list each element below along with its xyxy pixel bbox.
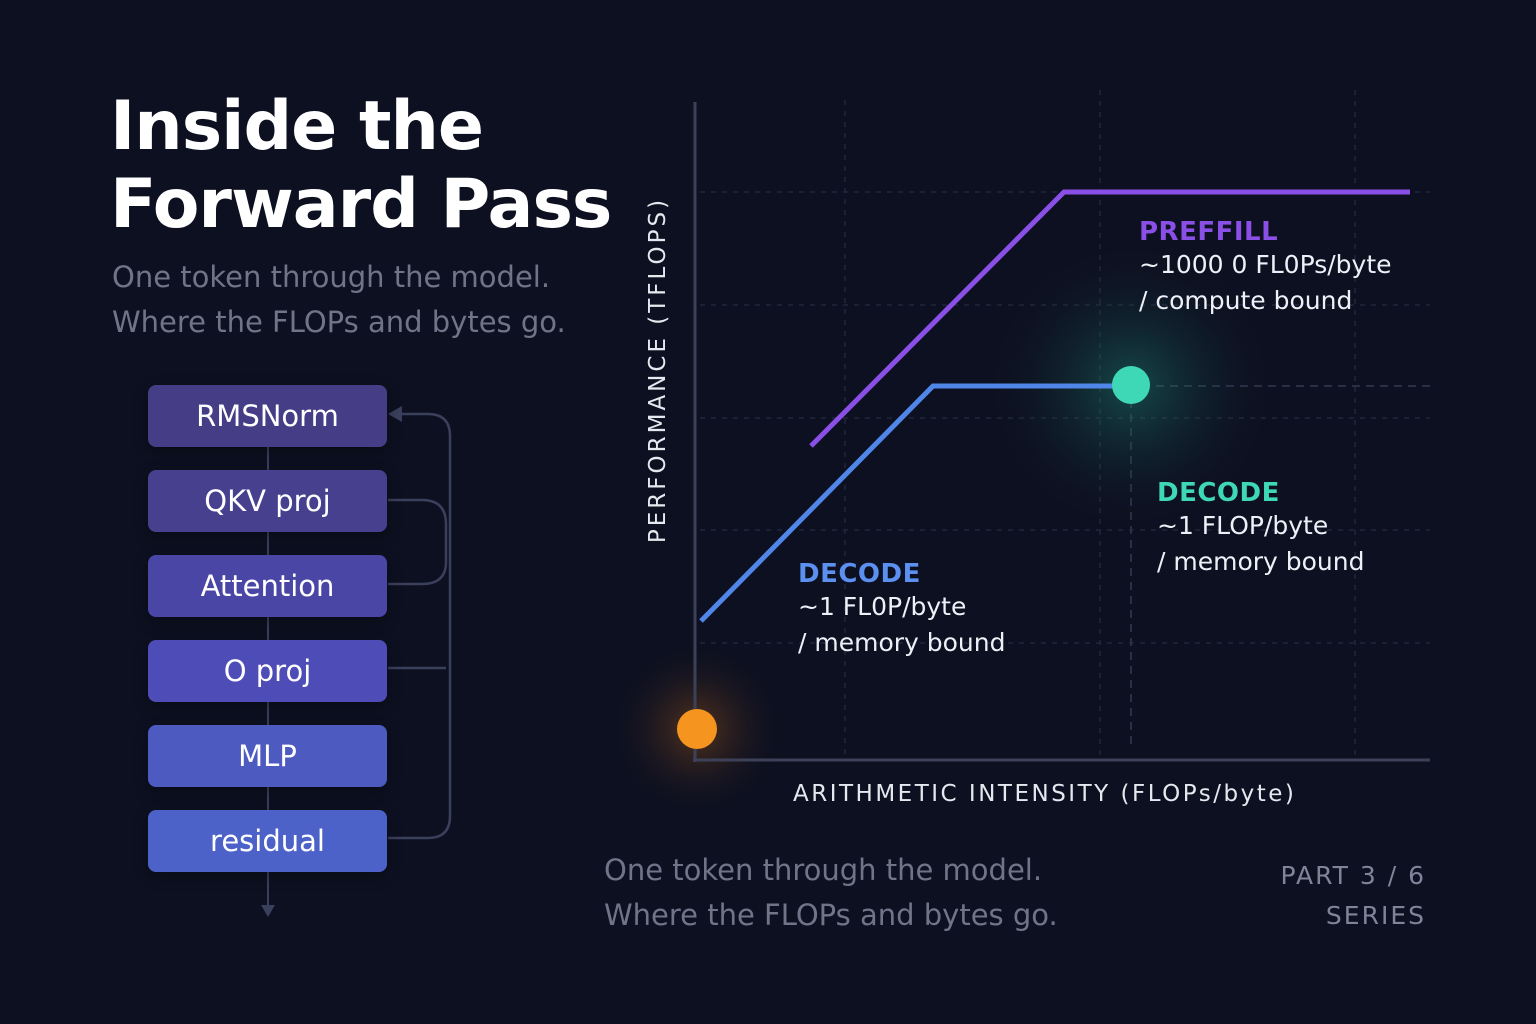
decode-right-title: DECODE bbox=[1157, 478, 1280, 508]
page-title: Inside the Forward Pass bbox=[110, 88, 630, 244]
prefill-roofline bbox=[809, 189, 1410, 448]
subtitle-line-1: One token through the model. bbox=[112, 260, 551, 294]
footer-line-1: One token through the model. bbox=[604, 853, 1043, 887]
decode-right-bound: / memory bound bbox=[1157, 547, 1365, 576]
part-label: PART 3 / 6 bbox=[1280, 861, 1426, 890]
residual-loop-attn bbox=[388, 498, 448, 586]
footer-line-2: Where the FLOPs and bytes go. bbox=[604, 898, 1058, 932]
decode-annotation-left: DECODE ~1 FL0P/byte / memory bound bbox=[798, 559, 1006, 661]
block-mlp: MLP bbox=[148, 725, 387, 787]
series-badge: PART 3 / 6 SERIES bbox=[1281, 856, 1426, 936]
prefill-annotation: PREFFILL ~1000 0 FL0Ps/byte / compute bo… bbox=[1139, 217, 1392, 319]
decode-operating-point-marker bbox=[1112, 366, 1150, 404]
decode-left-bound: / memory bound bbox=[798, 628, 1006, 657]
decode-right-intensity: ~1 FLOP/byte bbox=[1157, 511, 1329, 540]
stack-output-arrow-icon bbox=[261, 905, 275, 917]
origin-marker bbox=[677, 709, 717, 749]
prefill-title: PREFFILL bbox=[1139, 217, 1279, 247]
block-attention: Attention bbox=[148, 555, 387, 617]
block-rmsnorm: RMSNorm bbox=[148, 385, 387, 447]
decode-left-intensity: ~1 FL0P/byte bbox=[798, 592, 967, 621]
decode-left-title: DECODE bbox=[798, 559, 921, 589]
series-label: SERIES bbox=[1325, 901, 1426, 930]
residual-arrow-icon bbox=[388, 406, 402, 422]
block-o-proj: O proj bbox=[148, 640, 387, 702]
residual-loop-outer bbox=[388, 412, 452, 840]
block-qkv-proj: QKV proj bbox=[148, 470, 387, 532]
title-line-1: Inside the bbox=[110, 87, 484, 166]
subtitle: One token through the model. Where the F… bbox=[112, 255, 566, 345]
subtitle-line-2: Where the FLOPs and bytes go. bbox=[112, 305, 566, 339]
prefill-bound: / compute bound bbox=[1139, 286, 1353, 315]
footer-caption: One token through the model. Where the F… bbox=[604, 848, 1058, 938]
block-residual: residual bbox=[148, 810, 387, 872]
y-axis-label: PERFORMANCE (TFLOPS) bbox=[645, 196, 671, 544]
title-line-2: Forward Pass bbox=[110, 165, 612, 244]
prefill-intensity: ~1000 0 FL0Ps/byte bbox=[1139, 250, 1392, 279]
x-axis-label: ARITHMETIC INTENSITY (FLOPs/byte) bbox=[793, 781, 1297, 807]
decode-annotation-right: DECODE ~1 FLOP/byte / memory bound bbox=[1157, 478, 1365, 580]
decode-roofline bbox=[699, 383, 1131, 623]
